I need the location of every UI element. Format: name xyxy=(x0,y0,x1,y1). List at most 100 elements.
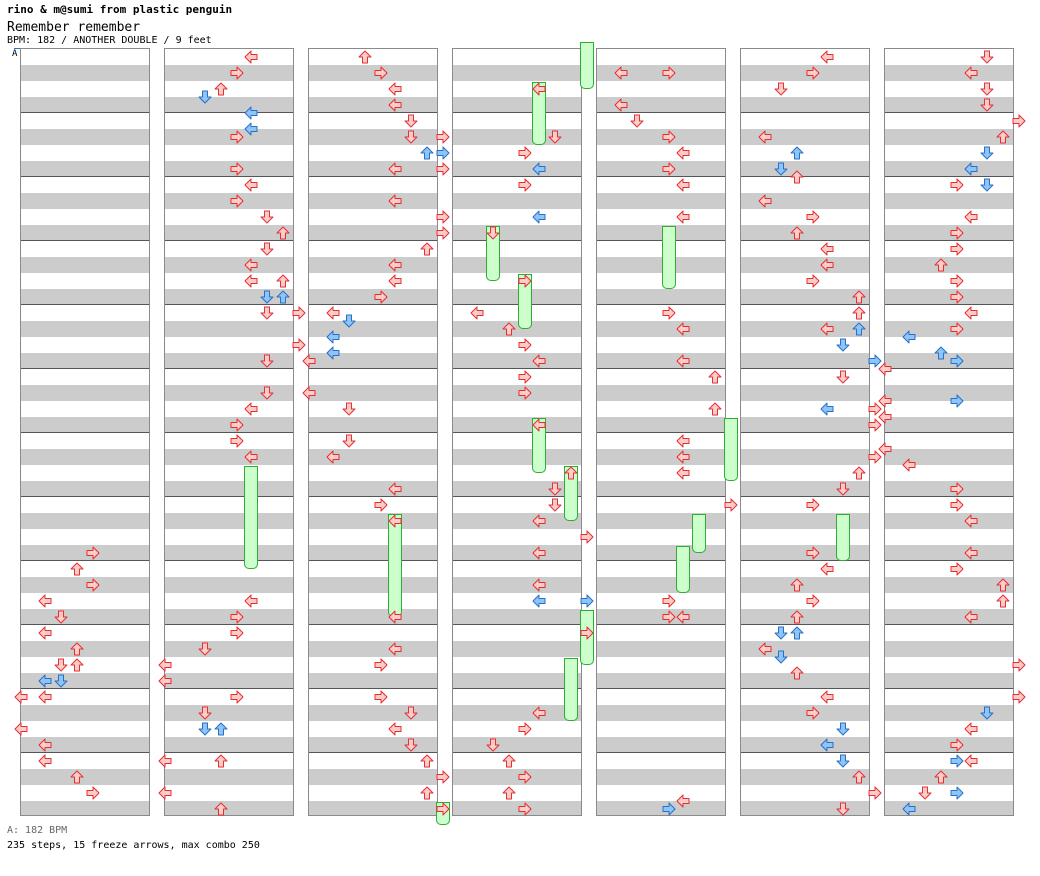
right-arrow-icon xyxy=(662,802,676,816)
measure-line xyxy=(21,496,149,497)
song-title: Remember remember xyxy=(7,20,141,35)
measure-line xyxy=(309,112,437,113)
up-arrow-icon xyxy=(790,146,804,160)
measure-line xyxy=(885,752,1013,753)
up-arrow-icon xyxy=(420,754,434,768)
left-arrow-icon xyxy=(676,322,690,336)
left-arrow-icon xyxy=(388,98,402,112)
left-arrow-icon xyxy=(244,402,258,416)
measure-line xyxy=(597,368,725,369)
left-arrow-icon xyxy=(532,162,546,176)
right-arrow-icon xyxy=(806,274,820,288)
measure-line xyxy=(885,304,1013,305)
measure-line xyxy=(309,752,437,753)
measure-line xyxy=(741,304,869,305)
down-arrow-icon xyxy=(198,90,212,104)
measure-line xyxy=(453,688,581,689)
measure-line xyxy=(165,112,293,113)
down-arrow-icon xyxy=(54,610,68,624)
down-arrow-icon xyxy=(836,370,850,384)
measure-line xyxy=(741,752,869,753)
down-arrow-icon xyxy=(198,722,212,736)
down-arrow-icon xyxy=(630,114,644,128)
left-arrow-icon xyxy=(964,546,978,560)
right-arrow-icon xyxy=(436,210,450,224)
measure-line xyxy=(885,624,1013,625)
measure-line xyxy=(165,560,293,561)
up-arrow-icon xyxy=(852,290,866,304)
measure-line xyxy=(597,560,725,561)
right-arrow-icon xyxy=(868,450,882,464)
left-arrow-icon xyxy=(326,306,340,320)
measure-line xyxy=(165,624,293,625)
left-arrow-icon xyxy=(302,386,316,400)
right-arrow-icon xyxy=(86,546,100,560)
right-arrow-icon xyxy=(950,226,964,240)
left-arrow-icon xyxy=(676,146,690,160)
left-arrow-icon xyxy=(964,66,978,80)
measure-line xyxy=(597,688,725,689)
left-arrow-icon xyxy=(388,258,402,272)
right-arrow-icon xyxy=(230,690,244,704)
right-arrow-icon xyxy=(292,338,306,352)
up-arrow-icon xyxy=(214,754,228,768)
up-arrow-icon xyxy=(852,306,866,320)
right-arrow-icon xyxy=(518,146,532,160)
left-arrow-icon xyxy=(326,346,340,360)
right-arrow-icon xyxy=(806,546,820,560)
left-arrow-icon xyxy=(964,754,978,768)
measure-line xyxy=(309,368,437,369)
right-arrow-icon xyxy=(1012,658,1026,672)
measure-line xyxy=(21,304,149,305)
right-arrow-icon xyxy=(86,786,100,800)
measure-line xyxy=(453,176,581,177)
right-arrow-icon xyxy=(950,786,964,800)
measure-column xyxy=(596,48,738,816)
left-arrow-icon xyxy=(964,514,978,528)
left-arrow-icon xyxy=(532,546,546,560)
left-arrow-icon xyxy=(532,354,546,368)
measure-line xyxy=(741,368,869,369)
left-arrow-icon xyxy=(532,82,546,96)
right-arrow-icon xyxy=(950,322,964,336)
down-arrow-icon xyxy=(198,642,212,656)
left-arrow-icon xyxy=(158,754,172,768)
measure-column xyxy=(740,48,882,816)
right-arrow-icon xyxy=(374,498,388,512)
right-arrow-icon xyxy=(950,562,964,576)
left-arrow-icon xyxy=(532,418,546,432)
right-arrow-icon xyxy=(806,66,820,80)
left-arrow-icon xyxy=(902,458,916,472)
up-arrow-icon xyxy=(420,242,434,256)
down-arrow-icon xyxy=(486,226,500,240)
measure-column xyxy=(878,48,1026,816)
right-arrow-icon xyxy=(374,290,388,304)
freeze-arrow xyxy=(662,226,676,289)
right-arrow-icon xyxy=(806,594,820,608)
left-arrow-icon xyxy=(676,434,690,448)
up-arrow-icon xyxy=(214,722,228,736)
left-arrow-icon xyxy=(878,410,892,424)
left-arrow-icon xyxy=(158,674,172,688)
measure-line xyxy=(309,304,437,305)
down-arrow-icon xyxy=(774,162,788,176)
left-arrow-icon xyxy=(388,722,402,736)
measure-line xyxy=(309,496,437,497)
right-arrow-icon xyxy=(436,130,450,144)
left-arrow-icon xyxy=(820,50,834,64)
right-arrow-icon xyxy=(518,338,532,352)
right-arrow-icon xyxy=(86,578,100,592)
down-arrow-icon xyxy=(260,306,274,320)
right-arrow-icon xyxy=(1012,690,1026,704)
left-arrow-icon xyxy=(244,258,258,272)
right-arrow-icon xyxy=(806,706,820,720)
right-arrow-icon xyxy=(230,66,244,80)
up-arrow-icon xyxy=(790,666,804,680)
down-arrow-icon xyxy=(260,210,274,224)
down-arrow-icon xyxy=(918,786,932,800)
left-arrow-icon xyxy=(388,194,402,208)
measure-line xyxy=(597,432,725,433)
right-arrow-icon xyxy=(950,754,964,768)
left-arrow-icon xyxy=(964,162,978,176)
up-arrow-icon xyxy=(214,82,228,96)
